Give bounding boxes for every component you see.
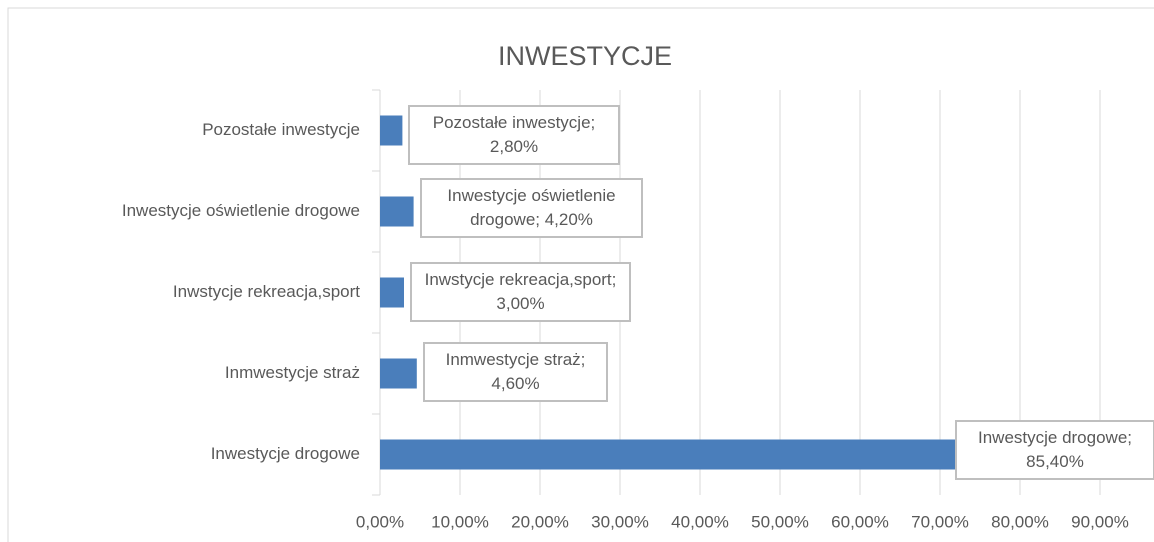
bar [380,115,403,146]
x-tick-label: 20,00% [511,512,569,531]
y-tick-label: Pozostałe inwestycje [202,120,360,139]
y-tick-label: Inmwestycje straż [225,363,360,382]
y-tick-label: Inwstycje rekreacja,sport [173,282,360,301]
bar [380,277,404,308]
bar [380,358,417,389]
data-label: Inwestycje oświetlenie drogowe; 4,20% [420,178,643,238]
data-label: Inwestycje drogowe; 85,40% [955,420,1154,480]
data-label: Inwstycje rekreacja,sport; 3,00% [410,262,631,322]
data-label: Inmwestycje straż; 4,60% [423,342,608,402]
x-tick-label: 10,00% [431,512,489,531]
chart-title: INWESTYCJE [498,41,672,71]
chart-frame [7,7,1154,542]
y-tick-label: Inwestycje drogowe [211,444,360,463]
x-tick-label: 90,00% [1071,512,1129,531]
bar [380,196,414,227]
x-tick-label: 50,00% [751,512,809,531]
x-tick-label: 0,00% [356,512,404,531]
x-tick-label: 80,00% [991,512,1049,531]
x-tick-label: 70,00% [911,512,969,531]
x-tick-label: 40,00% [671,512,729,531]
bar [380,439,1064,470]
data-label: Pozostałe inwestycje; 2,80% [408,105,620,165]
y-tick-label: Inwestycje oświetlenie drogowe [122,201,360,220]
x-tick-label: 30,00% [591,512,649,531]
x-tick-label: 60,00% [831,512,889,531]
